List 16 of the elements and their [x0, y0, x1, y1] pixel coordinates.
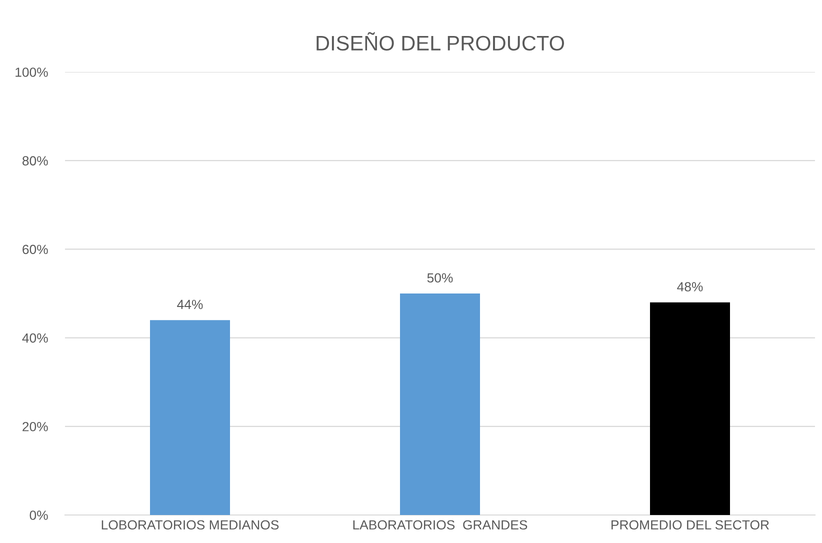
y-tick-label: 100%	[16, 68, 48, 77]
data-label: 48%	[677, 282, 703, 292]
x-tick-label: PROMEDIO DEL SECTOR	[612, 520, 769, 530]
bar	[400, 294, 480, 515]
chart-title: DISEÑO DEL PRODUCTO	[316, 32, 564, 51]
x-tick-label: LABORATORIOS GRANDES	[353, 520, 528, 530]
data-label: 44%	[177, 300, 203, 310]
y-tick-label: 60%	[22, 244, 48, 254]
x-tick-label: LOBORATORIOS MEDIANOS	[102, 520, 279, 530]
y-tick-label: 0%	[30, 510, 48, 520]
bar	[150, 320, 230, 515]
y-tick-label: 80%	[22, 156, 48, 166]
data-label: 50%	[427, 273, 453, 283]
y-tick-label: 40%	[22, 333, 48, 343]
bar	[650, 302, 730, 515]
y-tick-label: 20%	[22, 422, 48, 432]
